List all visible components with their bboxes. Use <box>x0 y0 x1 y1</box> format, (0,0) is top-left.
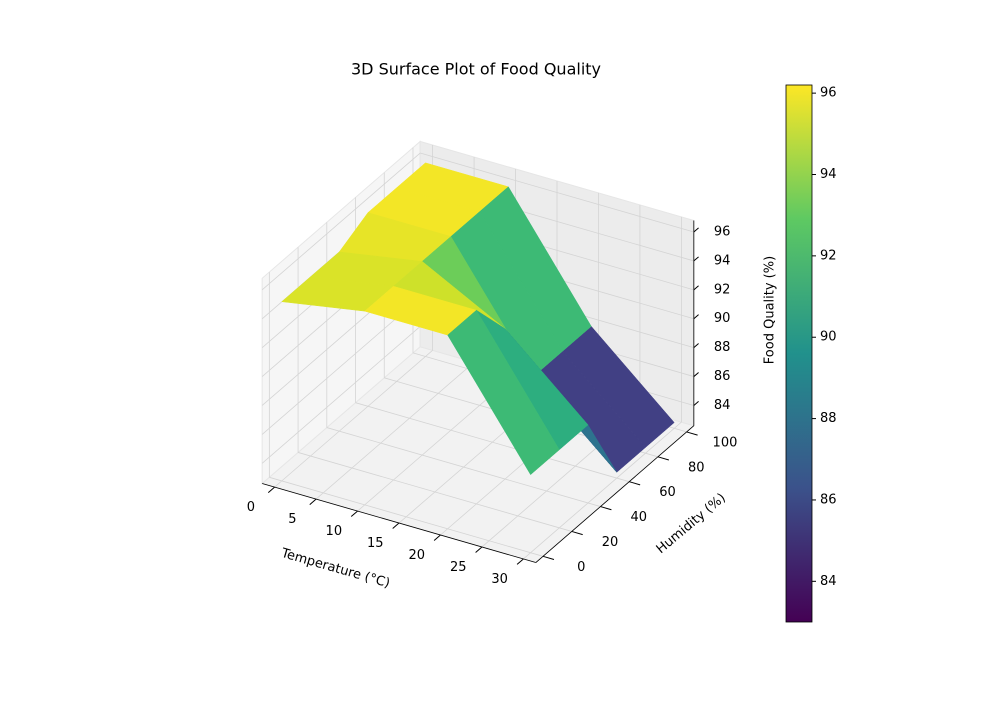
colorbar-tick-label: 84 <box>820 574 837 589</box>
x-tick-label: 5 <box>288 512 296 527</box>
tick-mark <box>475 546 483 553</box>
chart-title: 3D Surface Plot of Food Quality <box>351 60 601 79</box>
tick-mark <box>693 285 699 291</box>
tick-mark <box>657 456 670 461</box>
tick-mark <box>571 530 583 536</box>
tick-mark <box>516 558 524 565</box>
x-axis-line <box>262 483 536 563</box>
tick-mark <box>693 227 699 233</box>
tick-mark <box>350 510 358 517</box>
surface <box>281 162 675 476</box>
x-tick-label: 15 <box>367 536 384 551</box>
tick-mark <box>693 256 699 262</box>
z-tick-label: 92 <box>714 282 731 297</box>
grid-line <box>297 452 572 532</box>
colorbar-tick-label: 92 <box>820 248 837 263</box>
grid-line <box>326 427 601 507</box>
grid-line <box>355 402 630 483</box>
tick-mark <box>309 498 317 505</box>
x-axis-label: Temperature (°C) <box>279 546 392 592</box>
grid-line <box>261 326 421 464</box>
x-tick-label: 10 <box>326 524 343 539</box>
grid-line <box>269 476 544 557</box>
x-tick-label: 20 <box>408 548 425 563</box>
grid-line <box>523 421 682 560</box>
y-tick-label: 100 <box>713 435 738 450</box>
x-tick-label: 30 <box>491 572 508 587</box>
tick-mark <box>392 522 400 529</box>
colorbar-tick-label: 86 <box>820 492 837 507</box>
y-tick-label: 0 <box>577 560 585 575</box>
y-tick-label: 60 <box>659 485 676 500</box>
z-tick-label: 88 <box>714 340 731 355</box>
colorbar <box>785 84 813 623</box>
colorbar-tick-label: 96 <box>820 86 837 101</box>
tick-mark <box>600 506 612 511</box>
x-tick-label: 25 <box>450 560 467 575</box>
y-tick-label: 40 <box>631 510 648 525</box>
x-tick-label: 0 <box>247 500 255 515</box>
y-tick-label: 80 <box>688 460 705 475</box>
surface-patch <box>447 309 560 476</box>
grid-line <box>420 152 694 233</box>
tick-mark <box>693 372 699 377</box>
z-tick-label: 84 <box>714 398 731 413</box>
grid-line <box>261 152 421 291</box>
tick-mark <box>433 534 441 541</box>
colorbar-tick-label: 88 <box>820 411 837 426</box>
tick-mark <box>686 431 698 436</box>
tick-mark <box>693 314 699 320</box>
grid-line <box>261 297 421 435</box>
tick-mark <box>693 343 699 349</box>
tick-mark <box>693 400 699 406</box>
z-tick-label: 90 <box>714 311 731 326</box>
grid-line <box>315 361 475 500</box>
colorbar-tick-label: 90 <box>820 330 837 345</box>
z-axis-label: Food Quality (%) <box>763 256 778 364</box>
grid-line <box>274 349 433 488</box>
y-axis-label: Humidity (%) <box>654 491 729 557</box>
tick-mark <box>629 481 641 486</box>
z-tick-label: 94 <box>714 253 731 268</box>
z-tick-label: 86 <box>714 369 731 384</box>
z-tick-label: 96 <box>714 225 731 240</box>
y-tick-label: 20 <box>602 535 619 550</box>
tick-mark <box>267 486 275 493</box>
colorbar-tick-label: 94 <box>820 167 837 182</box>
tick-mark <box>542 555 555 560</box>
y-axis-line <box>535 425 695 563</box>
